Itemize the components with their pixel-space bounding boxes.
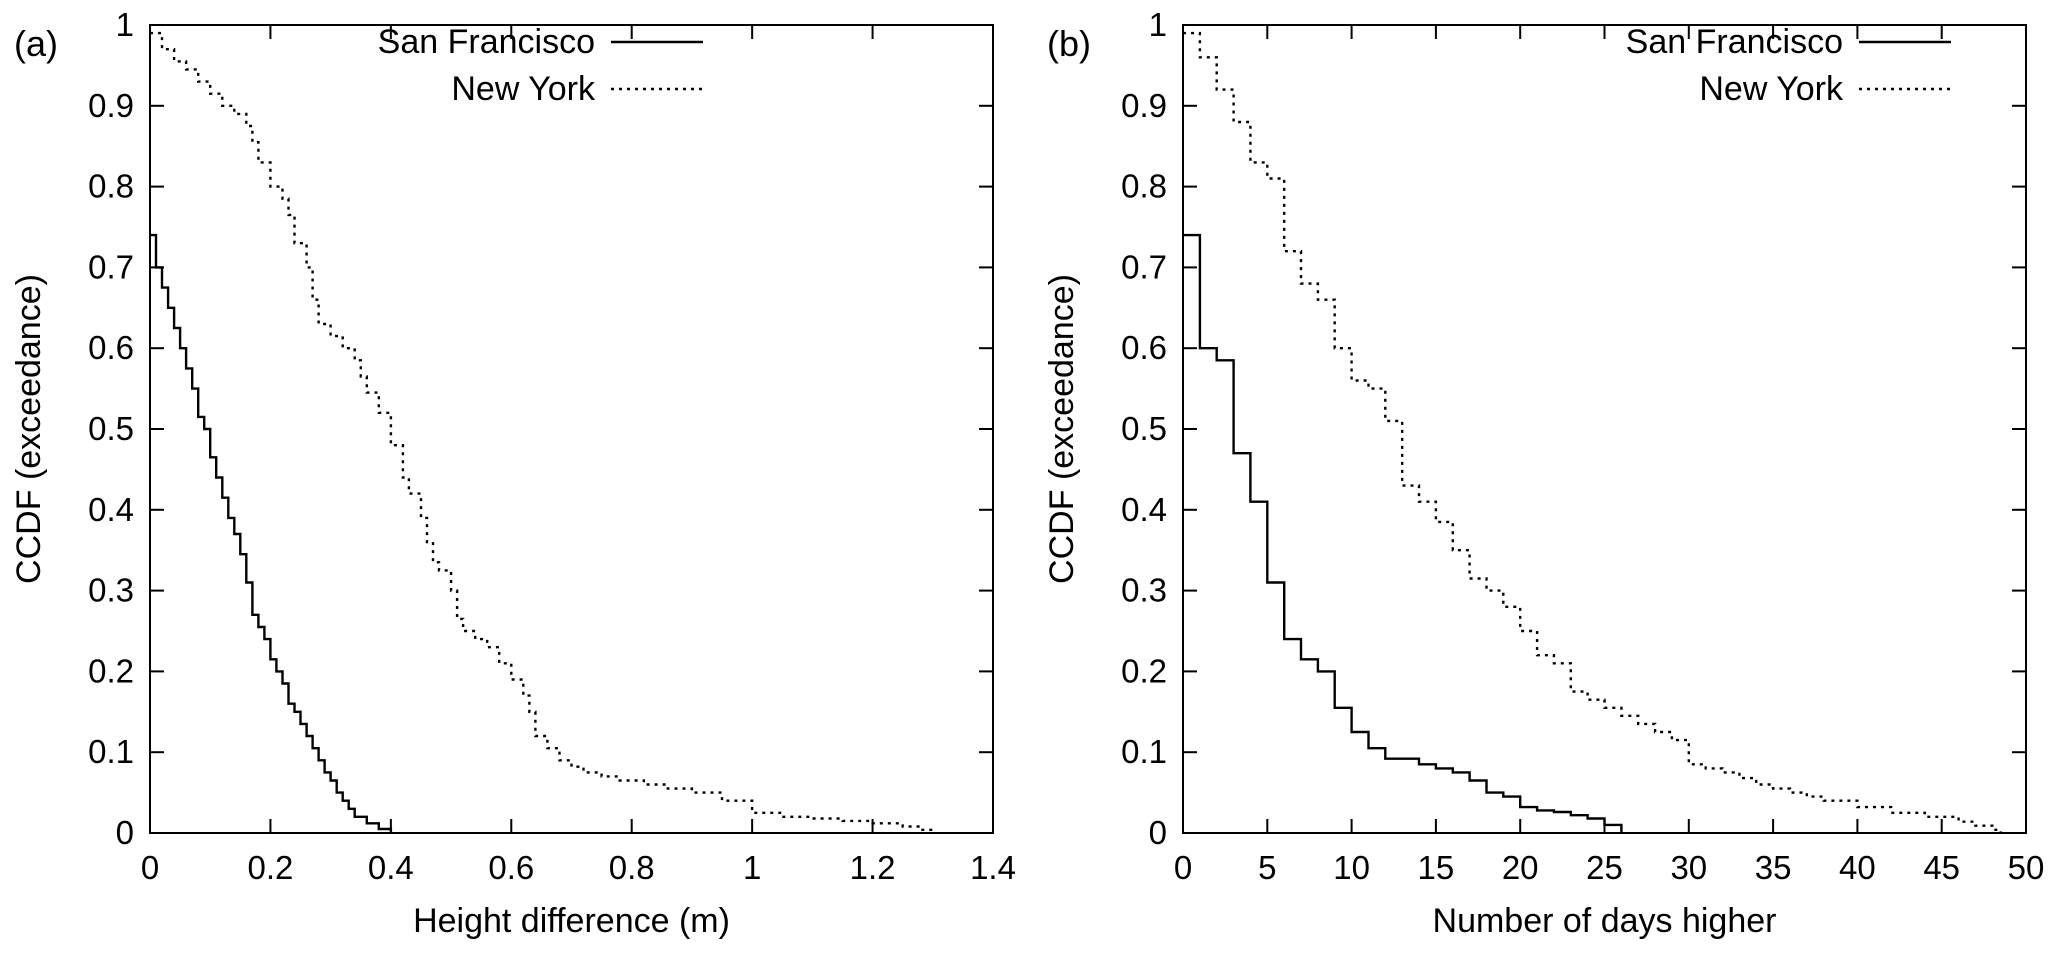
x-tick-label: 20 <box>1502 849 1539 886</box>
x-tick-label: 30 <box>1670 849 1707 886</box>
y-tick-label: 1 <box>1149 6 1167 43</box>
plot-border <box>1182 24 2027 834</box>
x-axis-label: Height difference (m) <box>413 902 730 940</box>
y-tick-label: 0.9 <box>1121 87 1167 124</box>
y-tick-label: 0.6 <box>88 329 134 366</box>
plot-border <box>149 24 994 834</box>
x-tick-label: 10 <box>1333 849 1370 886</box>
y-axis-label: CCDF (exceedance) <box>10 274 48 584</box>
x-tick-label: 0.6 <box>488 849 534 886</box>
y-tick-label: 1 <box>116 6 134 43</box>
chart-panel-a: 0 0.2 0.4 0.6 0.8 1 1.2 1.4 0 0.1 0.2 0.3 0.4 0.5 0.6 0… <box>0 0 1033 963</box>
chart-svg: 0 0.2 0.4 0.6 0.8 1 1.2 1.4 0 0.1 0.2 0.3 0.4 0.5 0.6 0… <box>0 0 1033 963</box>
legend-label: New York <box>1699 70 1844 108</box>
y-tick-label: 0.4 <box>88 491 134 528</box>
x-tick-label: 0 <box>1174 849 1192 886</box>
y-tick-label: 0.1 <box>1121 733 1167 770</box>
x-tick-label: 40 <box>1839 849 1876 886</box>
y-tick-label: 0.7 <box>88 248 134 285</box>
legend-label: San Francisco <box>1626 23 1843 61</box>
panel-label: (a) <box>14 23 58 64</box>
y-tick-label: 0.7 <box>1121 248 1167 285</box>
y-tick-label: 0.3 <box>1121 572 1167 609</box>
series-line-new-york <box>150 31 934 833</box>
y-tick-label: 0.8 <box>88 168 134 205</box>
y-tick-label: 0.5 <box>88 410 134 447</box>
chart-panel-b: 0 5 10 15 20 25 30 35 40 45 50 0 0.1 0.2 0.3 0.4 0.5 0.6 0… <box>1033 0 2066 963</box>
y-tick-label: 0.1 <box>88 733 134 770</box>
x-tick-label: 0.4 <box>368 849 414 886</box>
series-line-san-francisco <box>1183 233 1623 833</box>
series-line-new-york <box>1183 31 2002 833</box>
x-tick-label: 50 <box>2008 849 2045 886</box>
x-tick-label: 45 <box>1923 849 1960 886</box>
x-tick-label: 5 <box>1258 849 1276 886</box>
x-tick-label: 25 <box>1586 849 1623 886</box>
x-tick-label: 1.4 <box>970 849 1016 886</box>
panel-label: (b) <box>1047 23 1091 64</box>
y-tick-label: 0.8 <box>1121 168 1167 205</box>
chart-svg: 0 5 10 15 20 25 30 35 40 45 50 0 0.1 0.2 0.3 0.4 0.5 0.6 0… <box>1033 0 2066 963</box>
x-tick-label: 1 <box>743 849 761 886</box>
series-line-san-francisco <box>150 233 393 833</box>
x-tick-label: 1.2 <box>850 849 896 886</box>
y-tick-label: 0.5 <box>1121 410 1167 447</box>
legend-label: New York <box>451 70 596 108</box>
x-axis-label: Number of days higher <box>1433 902 1777 940</box>
y-tick-label: 0.2 <box>1121 652 1167 689</box>
y-tick-label: 0.6 <box>1121 329 1167 366</box>
y-tick-label: 0 <box>116 814 134 851</box>
y-tick-label: 0.4 <box>1121 491 1167 528</box>
y-tick-label: 0.3 <box>88 572 134 609</box>
x-tick-label: 0.2 <box>247 849 293 886</box>
legend-label: San Francisco <box>378 23 595 61</box>
x-tick-label: 15 <box>1418 849 1455 886</box>
y-axis-label: CCDF (exceedance) <box>1043 274 1081 584</box>
y-tick-label: 0 <box>1149 814 1167 851</box>
x-tick-label: 35 <box>1755 849 1792 886</box>
x-tick-label: 0 <box>141 849 159 886</box>
y-tick-label: 0.9 <box>88 87 134 124</box>
y-tick-label: 0.2 <box>88 652 134 689</box>
x-tick-label: 0.8 <box>609 849 655 886</box>
